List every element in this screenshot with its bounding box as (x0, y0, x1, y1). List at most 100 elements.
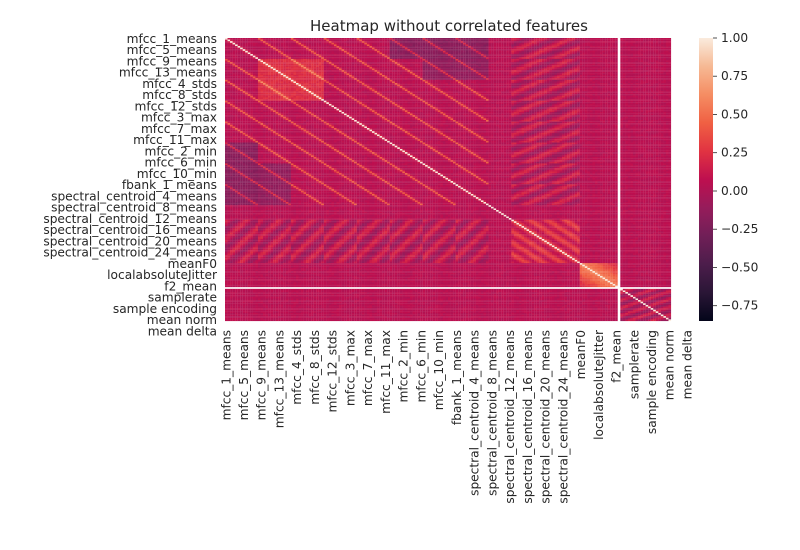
heatmap-cell (402, 44, 405, 46)
heatmap-cell (255, 48, 258, 50)
heatmap-cell (448, 40, 451, 42)
heatmap-cell (615, 73, 618, 75)
heatmap-cell (331, 75, 334, 77)
heatmap-cell (539, 52, 542, 54)
heatmap-cell (630, 40, 633, 42)
heatmap-cell (253, 48, 256, 50)
heatmap-cell (489, 62, 492, 64)
heatmap-cell (413, 51, 416, 53)
heatmap-cell (281, 44, 284, 46)
heatmap-cell (494, 80, 497, 82)
heatmap-cell (435, 52, 438, 54)
heatmap-cell (514, 51, 517, 53)
heatmap-cell (663, 70, 666, 72)
heatmap-cell (598, 44, 601, 46)
heatmap-cell (413, 64, 416, 66)
heatmap-cell (610, 44, 613, 46)
heatmap-cell (504, 43, 507, 45)
heatmap-cell (362, 49, 365, 51)
heatmap-cell (537, 73, 540, 75)
heatmap-cell (615, 64, 618, 66)
heatmap-cell (331, 80, 334, 82)
heatmap-cell (443, 46, 446, 48)
heatmap-cell (296, 46, 299, 48)
heatmap-cell (407, 56, 410, 58)
heatmap-cell (228, 48, 231, 50)
heatmap-cell (316, 43, 319, 45)
heatmap-cell (575, 48, 578, 50)
heatmap-cell (230, 70, 233, 72)
heatmap-cell (418, 75, 421, 77)
heatmap-cell (658, 57, 661, 59)
heatmap-cell (638, 38, 641, 40)
heatmap-cell (509, 56, 512, 58)
heatmap-cell (413, 69, 416, 71)
heatmap-cell (344, 40, 347, 42)
heatmap-cell (337, 52, 340, 54)
heatmap-cell (392, 40, 395, 42)
heatmap-cell (400, 59, 403, 61)
heatmap-cell (481, 75, 484, 77)
heatmap-cell (486, 41, 489, 43)
heatmap-cell (233, 70, 236, 72)
heatmap-cell (473, 72, 476, 74)
heatmap-cell (298, 48, 301, 50)
heatmap-cell (435, 72, 438, 74)
heatmap-cell (623, 65, 626, 67)
heatmap-cell (425, 81, 428, 83)
heatmap-cell (271, 64, 274, 66)
heatmap-cell (658, 69, 661, 71)
heatmap-cell (491, 38, 494, 40)
heatmap-cell (359, 78, 362, 80)
heatmap-cell (656, 64, 659, 66)
heatmap-cell (440, 44, 443, 46)
heatmap-cell (628, 46, 631, 48)
heatmap-cell (643, 61, 646, 63)
heatmap-cell (603, 38, 606, 40)
heatmap-cell (380, 70, 383, 72)
heatmap-cell (458, 67, 461, 69)
heatmap-cell (392, 48, 395, 50)
heatmap-cell (349, 83, 352, 85)
heatmap-cell (225, 67, 228, 69)
heatmap-cell (527, 64, 530, 66)
heatmap-cell (458, 73, 461, 75)
heatmap-cell (666, 78, 669, 80)
heatmap-cell (420, 48, 423, 50)
heatmap-cell (443, 62, 446, 64)
heatmap-cell (347, 62, 350, 64)
heatmap-cell (331, 44, 334, 46)
heatmap-cell (483, 43, 486, 45)
heatmap-cell (271, 72, 274, 74)
heatmap-cell (230, 69, 233, 71)
heatmap-cell (255, 57, 258, 59)
heatmap-cell (233, 43, 236, 45)
heatmap-cell (656, 72, 659, 74)
heatmap-cell (255, 59, 258, 61)
heatmap-cell (496, 43, 499, 45)
heatmap-cell (666, 56, 669, 58)
heatmap-cell (331, 52, 334, 54)
heatmap-cell (468, 81, 471, 83)
heatmap-cell (486, 78, 489, 80)
heatmap-cell (529, 61, 532, 63)
heatmap-cell (301, 70, 304, 72)
heatmap-cell (656, 62, 659, 64)
heatmap-cell (663, 61, 666, 63)
heatmap-cell (618, 52, 621, 54)
heatmap-cell (352, 75, 355, 77)
heatmap-cell (392, 64, 395, 66)
heatmap-cell (575, 70, 578, 72)
heatmap-cell (468, 51, 471, 53)
heatmap-cell (532, 56, 535, 58)
heatmap-cell (587, 70, 590, 72)
heatmap-cell (253, 62, 256, 64)
heatmap-cell (504, 51, 507, 53)
heatmap-cell (511, 56, 514, 58)
heatmap-cell (357, 51, 360, 53)
heatmap-cell (418, 46, 421, 48)
heatmap-cell (248, 62, 251, 64)
heatmap-cell (509, 73, 512, 75)
heatmap-cell (390, 62, 393, 64)
heatmap-cell (352, 54, 355, 56)
